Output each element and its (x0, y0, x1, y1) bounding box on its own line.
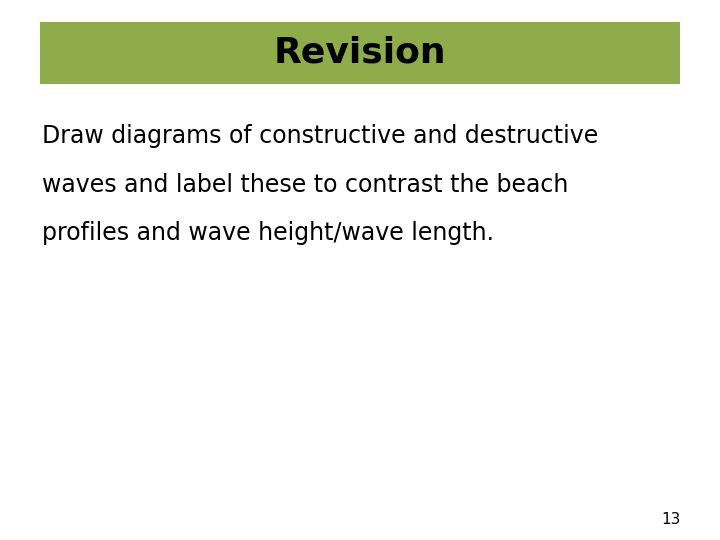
FancyBboxPatch shape (40, 22, 680, 84)
Text: waves and label these to contrast the beach: waves and label these to contrast the be… (42, 173, 568, 197)
Text: Draw diagrams of constructive and destructive: Draw diagrams of constructive and destru… (42, 124, 598, 148)
Text: 13: 13 (661, 511, 680, 526)
Text: Revision: Revision (274, 36, 446, 70)
Text: profiles and wave height/wave length.: profiles and wave height/wave length. (42, 221, 494, 245)
